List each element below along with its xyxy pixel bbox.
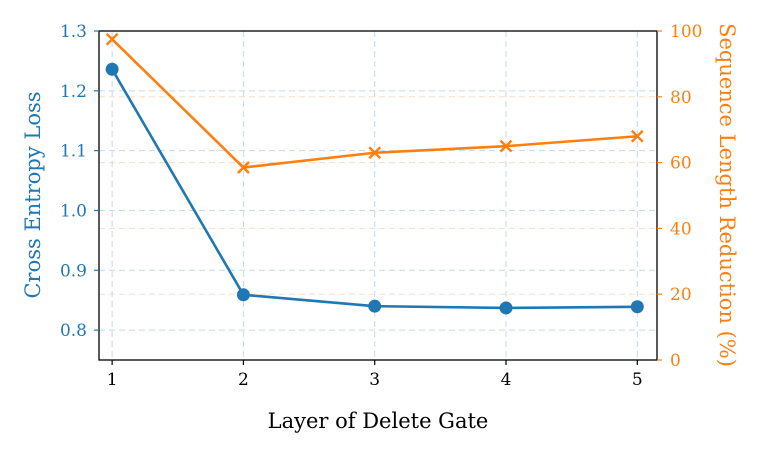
y2-tick-label: 20 [670,285,692,305]
series-2-point [368,146,382,160]
y-tick-label: 0.9 [60,261,87,281]
series-1-point [105,62,119,76]
series-1-point [630,300,644,314]
y2-tick-label: 0 [670,351,681,371]
y-tick-label: 0.8 [60,321,87,341]
y2-axis-title: Sequence Length Reduction (%) [715,23,739,367]
series-1-point [236,288,250,302]
y-tick-label: 1.1 [60,142,87,162]
plot-frame [98,30,658,361]
series-2-point [630,129,644,143]
y-tick-label: 1.2 [60,82,87,102]
y2-tick-label: 60 [670,154,692,174]
y-tick-label: 1.3 [60,22,87,42]
y2-tick-label: 100 [670,22,702,42]
x-tick-label: 4 [501,370,512,390]
series-layer [105,32,644,315]
x-axis-title: Layer of Delete Gate [268,409,489,433]
series-1-point [368,299,382,313]
axis-ticks: 1 2 3 4 5 0.8 0.9 1.0 1.1 1.2 1.3 0 20 40 60 80 100 [60,22,703,390]
series-2-point [105,32,119,46]
series-1-point [499,301,513,315]
series-2-point [499,139,513,153]
x-tick-label: 2 [238,370,249,390]
series-2-point [237,161,250,174]
y-axis-title: Cross Entropy Loss [21,91,45,298]
y-tick-label: 1.0 [60,201,87,221]
x-tick-label: 1 [107,370,118,390]
y2-tick-label: 40 [670,219,692,239]
y2-tick-label: 80 [670,88,692,108]
x-tick-label: 3 [369,370,380,390]
x-tick-label: 5 [632,370,643,390]
